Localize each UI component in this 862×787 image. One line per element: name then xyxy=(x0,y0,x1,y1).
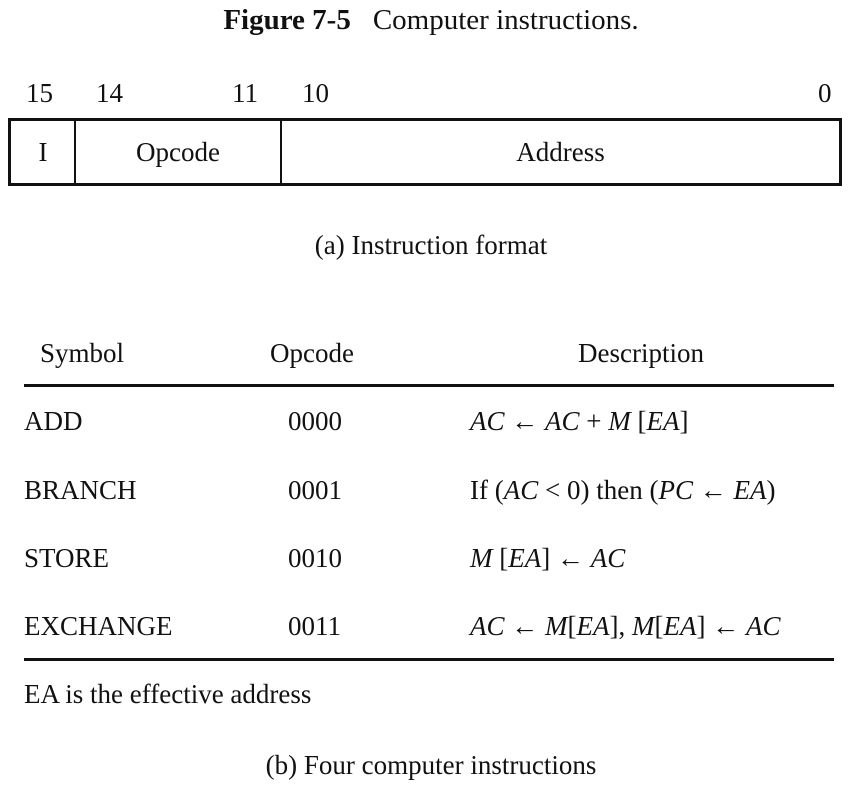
row-opcode: 0010 xyxy=(288,543,342,573)
field-address: Address xyxy=(516,136,605,167)
row-opcode: 0000 xyxy=(288,406,342,436)
header-opcode: Opcode xyxy=(270,338,354,368)
field-divider-2 xyxy=(280,121,282,183)
instruction-format-box: I Opcode Address xyxy=(8,118,842,186)
bit-label-11: 11 xyxy=(232,78,258,108)
table-caption: (b) Four computer instructions xyxy=(265,750,597,780)
header-symbol: Symbol xyxy=(40,338,125,368)
field-opcode: Opcode xyxy=(136,136,220,167)
row-description: AC ← AC + M [EA] xyxy=(470,406,689,436)
field-divider-1 xyxy=(74,121,76,183)
bit-label-10: 10 xyxy=(302,78,329,108)
field-i: I xyxy=(38,136,48,167)
table-note: EA is the effective address xyxy=(24,679,312,709)
row-description: M [EA] ← AC xyxy=(470,543,626,573)
row-symbol: ADD xyxy=(24,406,83,436)
row-opcode: 0001 xyxy=(288,475,342,505)
figure-number: Figure 7-5 xyxy=(223,4,351,36)
bit-label-15: 15 xyxy=(26,78,53,108)
bit-label-0: 0 xyxy=(818,78,832,108)
row-opcode: 0011 xyxy=(288,611,341,641)
table-bottom-rule xyxy=(24,658,834,661)
table-top-rule xyxy=(24,384,834,387)
row-description: If (AC < 0) then (PC ← EA) xyxy=(470,475,776,505)
row-description: AC ← M[EA], M[EA] ← AC xyxy=(470,611,781,641)
figure-title: Figure 7-5 Computer instructions. xyxy=(0,4,862,37)
figure-title-text: Computer instructions. xyxy=(372,4,639,36)
row-symbol: EXCHANGE xyxy=(24,611,173,641)
bit-label-14: 14 xyxy=(96,78,123,108)
format-caption: (a) Instruction format xyxy=(314,230,548,260)
row-symbol: STORE xyxy=(24,543,110,573)
header-description: Description xyxy=(578,338,704,368)
row-symbol: BRANCH xyxy=(24,475,137,505)
